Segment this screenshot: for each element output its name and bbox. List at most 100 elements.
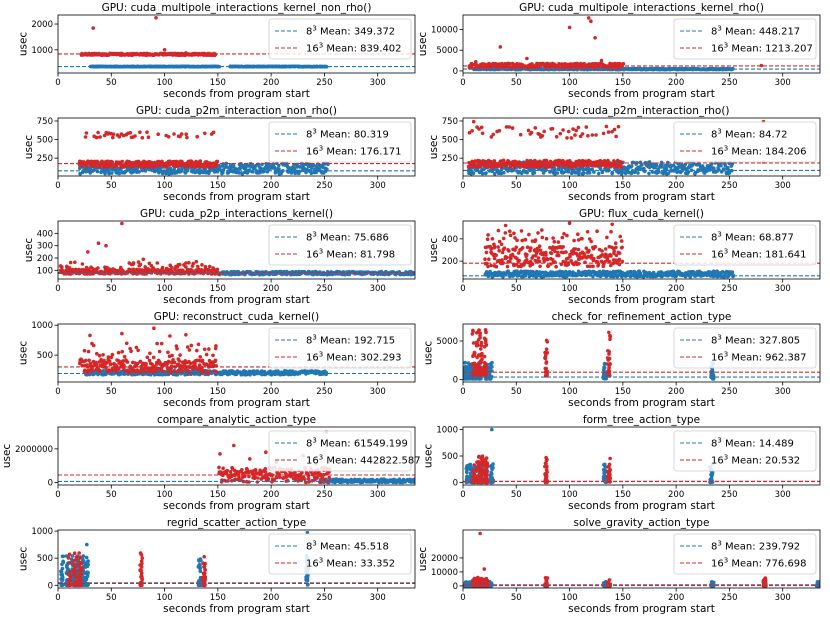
x-tick-label: 50 (106, 284, 117, 294)
x-tick-label: 100 (156, 284, 172, 294)
data-point (543, 168, 548, 173)
data-point (581, 255, 586, 259)
data-point (110, 171, 114, 175)
data-point (496, 270, 500, 275)
data-point (564, 250, 568, 254)
data-point (510, 126, 515, 130)
data-point (542, 129, 546, 134)
data-point (620, 62, 625, 66)
data-point (505, 264, 510, 269)
data-point (684, 271, 688, 275)
x-tick-label: 200 (668, 78, 684, 88)
y-tick-label: 400 (442, 235, 458, 245)
data-point (195, 134, 199, 139)
data-point (561, 245, 565, 249)
y-tick-label: 500 (442, 136, 458, 146)
data-point (484, 250, 489, 255)
data-point (499, 242, 504, 246)
scatter-points (77, 130, 330, 176)
x-tick-label: 300 (775, 78, 791, 88)
data-point (95, 351, 99, 356)
data-point (111, 267, 115, 271)
x-axis: 0 50 100 150 200 250 300 (55, 73, 386, 88)
data-point (651, 270, 656, 275)
data-point (610, 222, 614, 227)
data-point (240, 171, 244, 175)
data-point (596, 171, 601, 176)
data-point (629, 164, 634, 168)
data-point (592, 256, 596, 261)
data-point (599, 259, 604, 264)
data-point (614, 253, 619, 258)
chart-title: GPU: reconstruct_cuda_kernel() (154, 311, 319, 323)
data-point (556, 240, 561, 244)
data-point (138, 262, 143, 267)
data-point (314, 170, 318, 175)
data-point (528, 249, 532, 253)
data-point (198, 159, 203, 163)
chart-title: GPU: cuda_multipole_interactions_kernel_… (519, 2, 764, 14)
data-point (91, 26, 95, 30)
data-point (140, 135, 145, 140)
data-point (67, 266, 72, 270)
data-point (91, 343, 96, 348)
data-point (546, 264, 550, 269)
y-tick-label: 0 (453, 67, 458, 77)
data-point (128, 131, 133, 135)
data-point (516, 251, 521, 255)
data-point (614, 134, 618, 139)
data-point (672, 270, 677, 275)
data-point (489, 263, 493, 268)
data-point (84, 131, 89, 135)
data-point (552, 239, 557, 244)
data-point (83, 358, 88, 363)
data-point (490, 237, 495, 241)
data-point (82, 348, 87, 353)
data-point (178, 262, 182, 267)
data-point (729, 168, 734, 173)
data-point (569, 259, 573, 263)
data-point (106, 159, 110, 164)
data-point (525, 245, 530, 249)
data-point (580, 236, 584, 241)
data-point (700, 164, 705, 168)
data-point (68, 260, 73, 265)
data-point (576, 247, 581, 252)
data-point (582, 61, 586, 66)
data-point (60, 265, 64, 269)
data-point (584, 125, 589, 129)
y-tick-label: 100 (37, 266, 53, 276)
y-axis-label: usec (23, 238, 35, 263)
data-point (506, 259, 511, 264)
data-point (557, 158, 562, 163)
data-point (599, 58, 604, 63)
data-point (620, 170, 625, 175)
data-point (191, 261, 195, 266)
data-point (310, 166, 314, 170)
data-point (650, 170, 655, 174)
legend-entry: 163 Mean: 181.641 (711, 248, 807, 261)
data-point (585, 230, 590, 234)
data-point (216, 64, 221, 69)
x-tick-label: 300 (775, 284, 791, 294)
data-point (550, 257, 555, 262)
data-point (647, 171, 651, 176)
data-point (570, 163, 575, 167)
data-point (550, 126, 555, 131)
data-point (588, 264, 592, 269)
data-point (485, 237, 490, 241)
x-tick-label: 0 (460, 284, 465, 294)
legend-entry: 163 Mean: 81.798 (306, 248, 395, 261)
data-point (102, 133, 107, 138)
legend-entry: 83 Mean: 75.686 (306, 231, 389, 244)
x-tick-label: 50 (106, 181, 117, 191)
data-point (616, 171, 621, 175)
data-point (553, 249, 557, 253)
panel-1: GPU: cuda_multipole_interactions_kernel_… (17, 2, 416, 100)
data-point (533, 158, 537, 163)
data-point (471, 161, 476, 165)
data-point (529, 246, 533, 250)
data-point (595, 229, 599, 233)
panel-4: GPU: cuda_p2m_interaction_rho()0 50 100 150… (428, 105, 821, 203)
data-point (576, 238, 581, 242)
